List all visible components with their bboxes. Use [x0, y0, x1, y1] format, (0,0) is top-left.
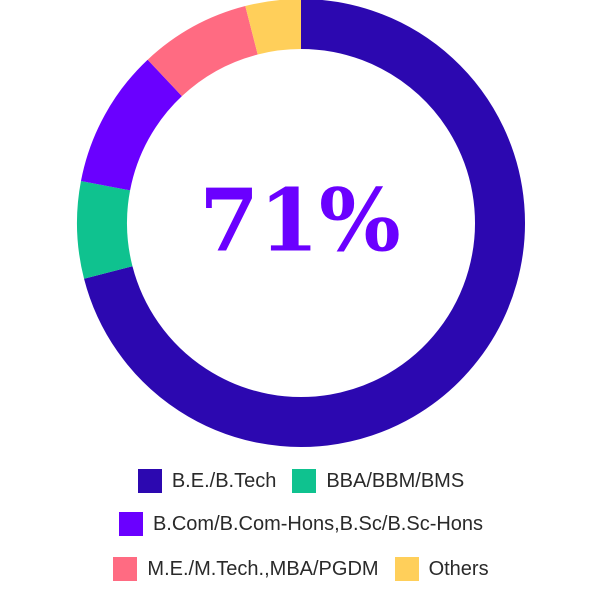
legend-label: M.E./M.Tech.,MBA/PGDM	[147, 557, 379, 580]
legend-swatch	[113, 557, 138, 581]
legend-label: BBA/BBM/BMS	[326, 469, 465, 492]
donut-slice-bcom-bsc	[80, 59, 183, 191]
legend-item-me-mtech-mba: M.E./M.Tech.,MBA/PGDM	[113, 557, 379, 581]
legend-row-1: B.E./B.Tech BBA/BBM/BMS	[0, 466, 602, 496]
donut-slice-me-mtech-mba	[147, 6, 259, 97]
legend-swatch	[394, 557, 419, 581]
legend-swatch	[137, 469, 162, 493]
donut-slice-be-btech	[84, 0, 525, 447]
legend-label: B.Com/B.Com-Hons,B.Sc/B.Sc-Hons	[152, 512, 484, 535]
legend-item-be-btech: B.E./B.Tech	[137, 469, 277, 493]
legend-swatch	[118, 512, 143, 536]
legend-item-bcom-bsc: B.Com/B.Com-Hons,B.Sc/B.Sc-Hons	[118, 512, 484, 536]
legend-label: B.E./B.Tech	[171, 469, 277, 492]
donut-slice-others	[245, 0, 302, 55]
legend-label: Others	[428, 557, 489, 580]
center-percentage-label: 71%	[199, 171, 400, 272]
legend-row-3: M.E./M.Tech.,MBA/PGDM Others	[0, 554, 602, 584]
legend-item-bba-bbm-bms: BBA/BBM/BMS	[292, 469, 464, 493]
legend-item-others: Others	[394, 557, 489, 581]
donut-slice-bba-bbm-bms	[77, 181, 133, 279]
donut-chart: 71%	[77, 0, 525, 447]
legend-row-2: B.Com/B.Com-Hons,B.Sc/B.Sc-Hons	[0, 509, 602, 539]
legend-swatch	[292, 469, 317, 493]
